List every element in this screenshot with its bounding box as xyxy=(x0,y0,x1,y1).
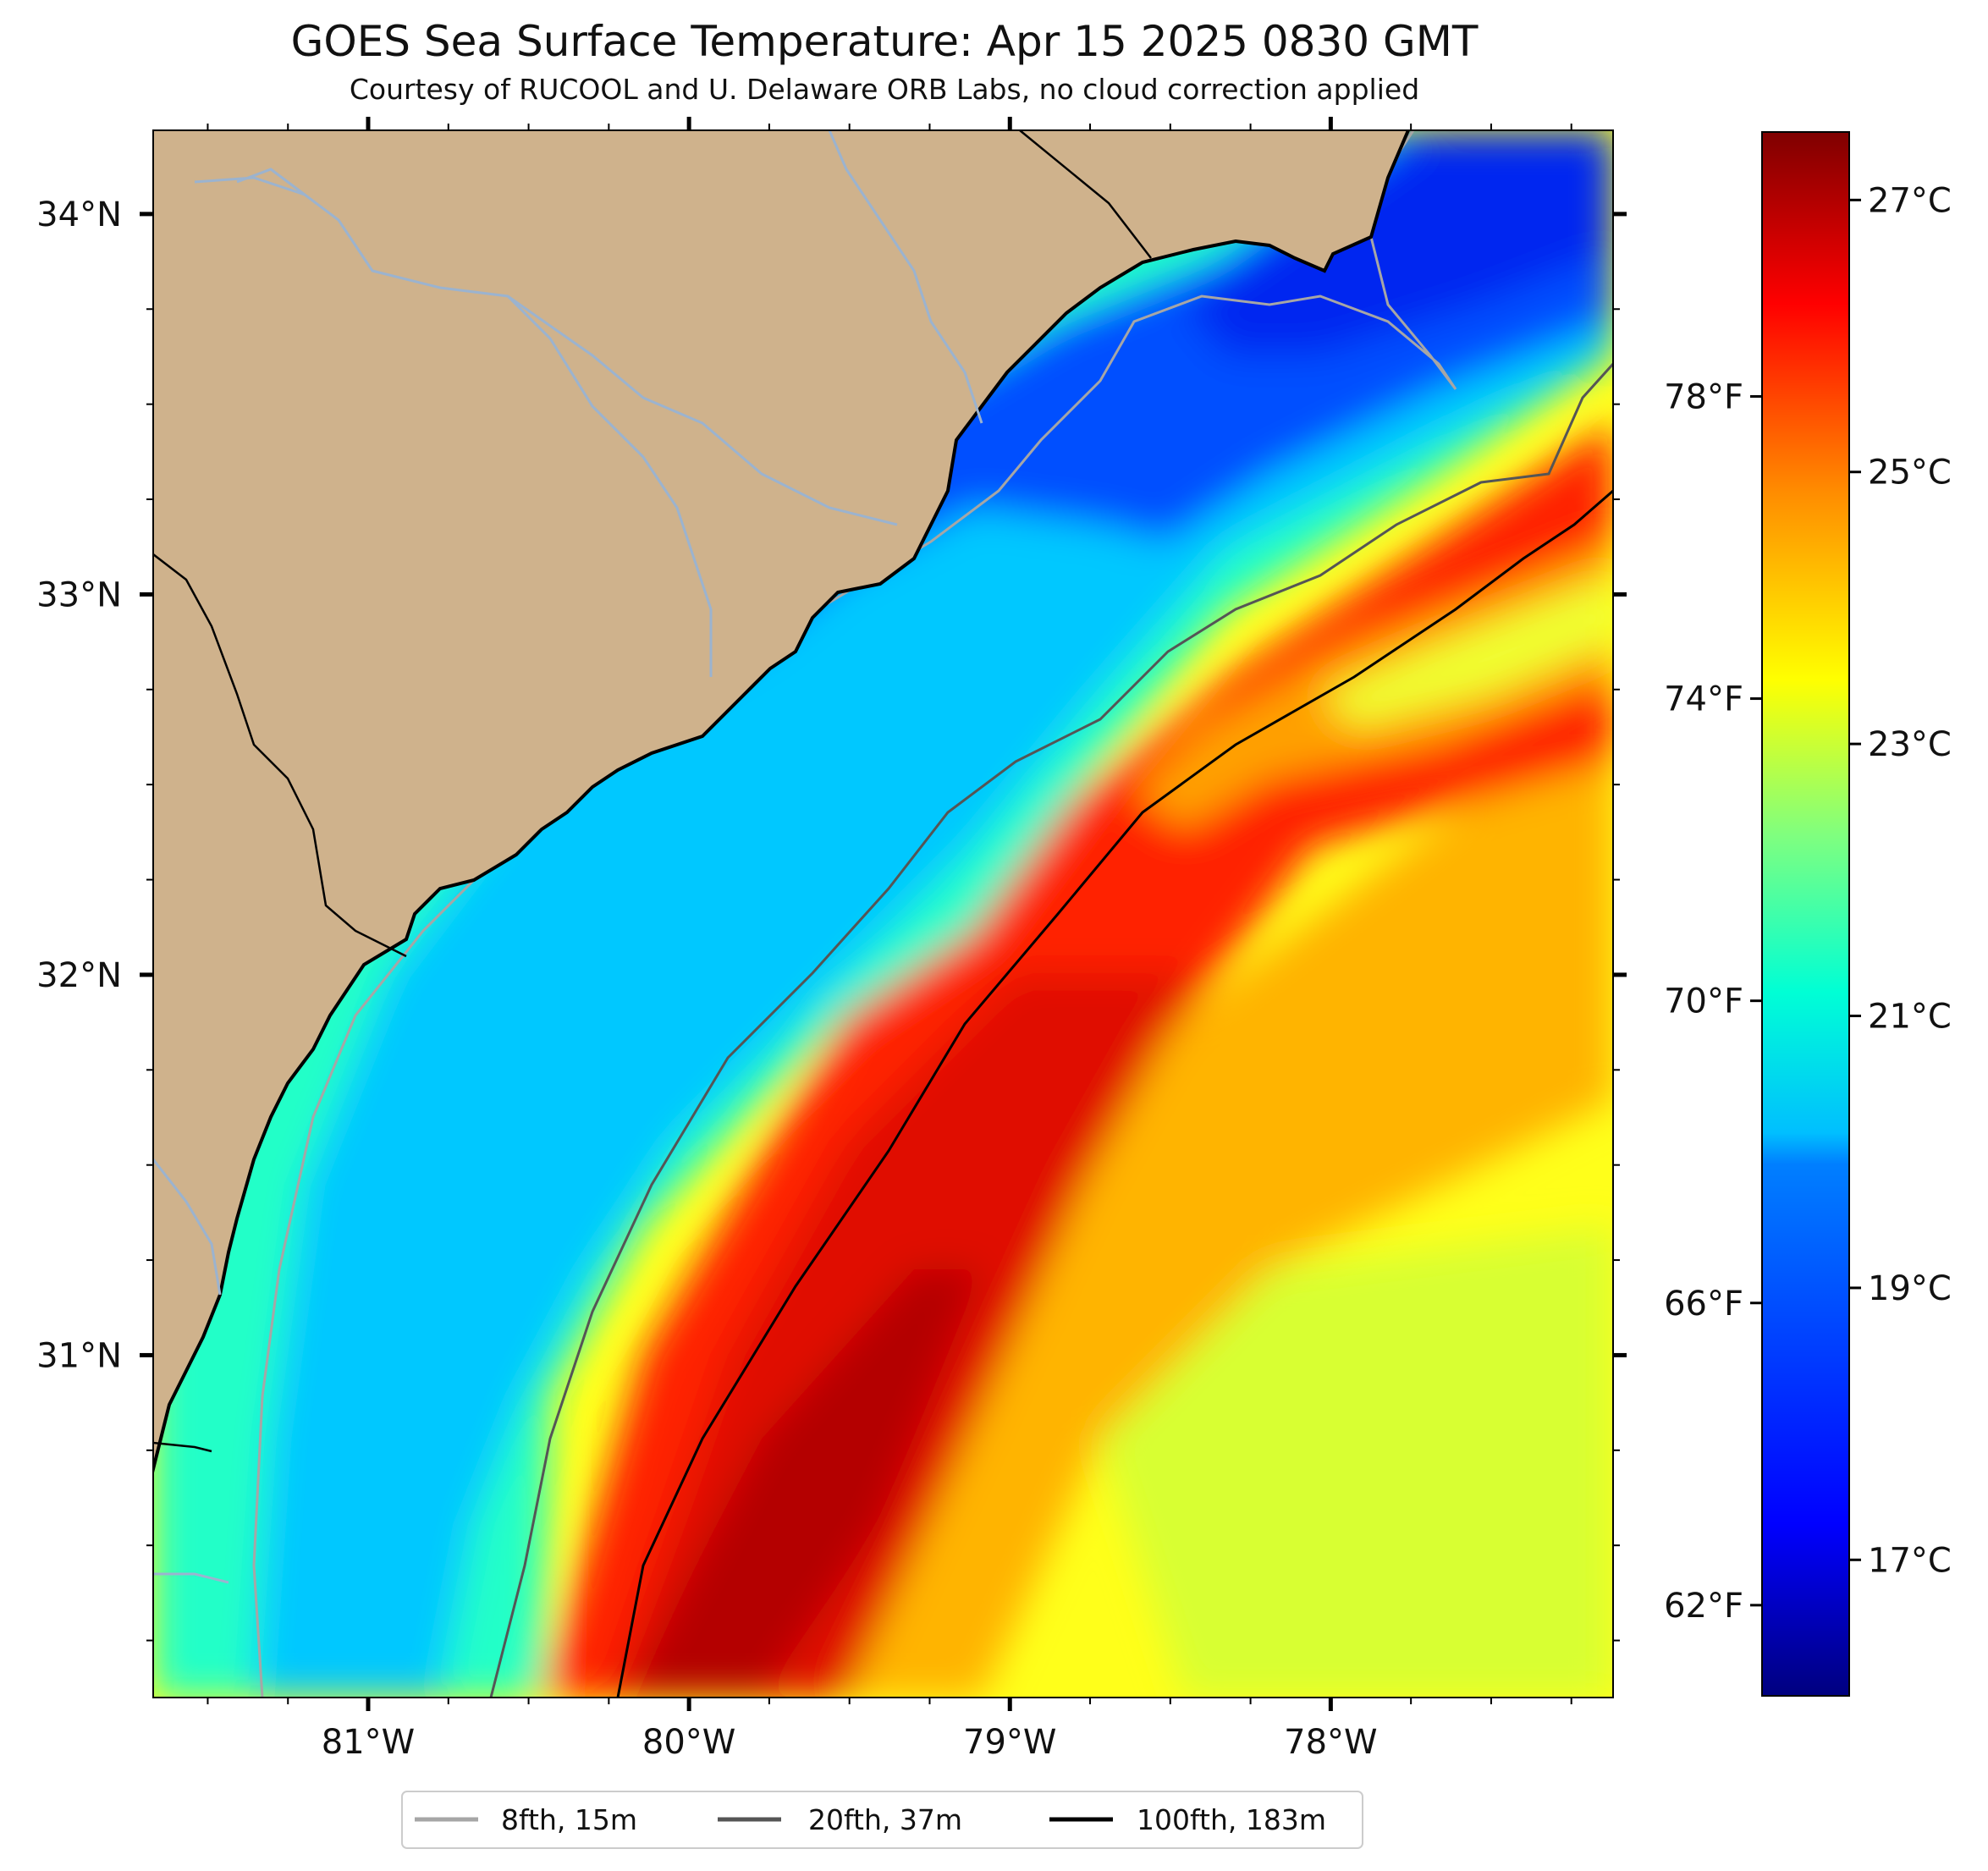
legend-100fth-label: 100fth, 183m xyxy=(1137,1803,1326,1836)
colorbar-c-label: 19°C xyxy=(1868,1269,1952,1308)
river-santee xyxy=(506,294,713,677)
sst-region-coldest xyxy=(1185,130,1613,355)
isobaths xyxy=(252,130,1613,1698)
colorbar-c-label: 25°C xyxy=(1868,454,1952,493)
lat-tick-label: 32°N xyxy=(36,956,122,995)
colorbar-f-label: 62°F xyxy=(1664,1587,1743,1626)
border-sc-ga xyxy=(153,553,407,958)
colorbar-c-label: 21°C xyxy=(1868,998,1952,1037)
isobath-legend: 8fth, 15m 20fth, 37m 100fth, 183m xyxy=(401,1791,1363,1849)
coastline xyxy=(153,130,1410,1473)
river-st-johns xyxy=(153,1572,229,1584)
colorbar-f-label: 70°F xyxy=(1664,982,1743,1021)
legend-8fth-label: 8fth, 15m xyxy=(501,1803,637,1836)
isobath-100fth-line xyxy=(616,489,1613,1698)
lat-tick-label: 31°N xyxy=(36,1336,122,1375)
sst-region-offshore-patchy xyxy=(1100,1227,1613,1698)
longitude-labels: 81°W 80°W 79°W 78°W xyxy=(322,1723,1378,1762)
land-mass xyxy=(153,130,1408,1698)
latitude-labels: 34°N 33°N 32°N 31°N xyxy=(36,195,122,1376)
sst-yellow-filament xyxy=(1320,575,1613,728)
axis-ticks xyxy=(140,117,1627,1711)
legend-20fth-label: 20fth, 37m xyxy=(808,1803,962,1836)
colorbar-c-label: 27°C xyxy=(1868,181,1952,220)
border-nc-sc xyxy=(1019,130,1152,259)
border-ga-fl xyxy=(153,1441,212,1453)
colorbar xyxy=(1761,131,1850,1697)
colorbar-ticks: 17°C 19°C 21°C 23°C 25°C 27°C 62°F 66°F 70°F 74°F… xyxy=(1664,181,1952,1626)
colorbar-f-label: 66°F xyxy=(1664,1285,1743,1323)
colorbar-f-label: 74°F xyxy=(1664,680,1743,719)
river-waccamaw xyxy=(828,130,983,424)
isobath-20fth-line xyxy=(489,362,1613,1698)
sst-region-offshore-warm xyxy=(846,694,1613,1698)
sst-region-shelf-mid xyxy=(254,130,1613,1698)
sst-gulf-stream-max xyxy=(626,1269,982,1698)
lon-tick-label: 81°W xyxy=(322,1723,415,1762)
river-lake xyxy=(236,168,306,196)
lat-tick-label: 34°N xyxy=(36,195,122,234)
colorbar-f-label: 78°F xyxy=(1664,377,1743,416)
colorbar-c-label: 23°C xyxy=(1868,725,1952,764)
state-borders xyxy=(153,130,1152,1453)
legend-box xyxy=(401,1791,1363,1849)
colorbar-c-label: 17°C xyxy=(1868,1541,1952,1580)
rivers xyxy=(153,130,983,1584)
map-subtitle: Courtesy of RUCOOL and U. Delaware ORB L… xyxy=(349,73,1420,106)
lon-tick-label: 79°W xyxy=(963,1723,1056,1762)
map-frame xyxy=(152,129,1614,1698)
lon-tick-label: 78°W xyxy=(1284,1723,1377,1762)
river-savannah xyxy=(153,1158,222,1296)
sst-field xyxy=(153,130,1613,1698)
map-title: GOES Sea Surface Temperature: Apr 15 202… xyxy=(290,17,1479,66)
isobath-8fth-line xyxy=(252,130,1457,1698)
lon-tick-label: 80°W xyxy=(642,1723,735,1762)
map-panel xyxy=(153,130,1613,1698)
lat-tick-label: 33°N xyxy=(36,575,122,614)
